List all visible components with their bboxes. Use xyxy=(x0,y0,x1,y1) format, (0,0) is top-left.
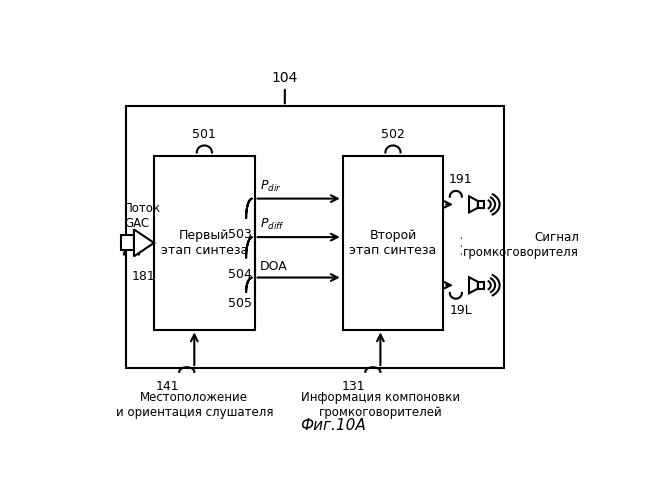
Bar xyxy=(343,156,443,330)
Text: 505: 505 xyxy=(228,297,252,310)
Bar xyxy=(478,282,484,288)
Polygon shape xyxy=(469,277,478,293)
Text: 104: 104 xyxy=(272,71,298,85)
Text: $P_{diff}$: $P_{diff}$ xyxy=(260,218,284,232)
Text: 502: 502 xyxy=(381,128,405,141)
Text: $P_{dir}$: $P_{dir}$ xyxy=(260,179,281,194)
Text: Фиг.10А: Фиг.10А xyxy=(300,418,365,434)
Text: 504: 504 xyxy=(228,268,252,281)
Text: 503: 503 xyxy=(228,228,252,240)
Bar xyxy=(478,201,484,208)
Text: 501: 501 xyxy=(192,128,216,141)
Text: Второй
этап синтеза: Второй этап синтеза xyxy=(349,229,437,257)
Text: Сигнал
громкоговорителя: Сигнал громкоговорителя xyxy=(463,231,579,259)
Text: Поток
GAC: Поток GAC xyxy=(124,202,161,230)
Text: Информация компоновки
громкоговорителей: Информация компоновки громкоговорителей xyxy=(301,391,460,419)
Text: 141: 141 xyxy=(156,380,179,392)
Text: DOA: DOA xyxy=(260,260,288,273)
Text: Местоположение
и ориентация слушателя: Местоположение и ориентация слушателя xyxy=(116,391,273,419)
Bar xyxy=(127,106,504,368)
Text: 191: 191 xyxy=(449,173,472,186)
Bar xyxy=(121,236,140,250)
Polygon shape xyxy=(469,196,478,212)
Text: 181: 181 xyxy=(132,270,155,283)
Text: 19L: 19L xyxy=(450,304,472,316)
Bar xyxy=(154,156,254,330)
Text: 131: 131 xyxy=(341,380,365,392)
Polygon shape xyxy=(134,230,154,256)
Text: · · ·: · · · xyxy=(457,235,470,255)
Text: Первый
этап синтеза: Первый этап синтеза xyxy=(161,229,248,257)
